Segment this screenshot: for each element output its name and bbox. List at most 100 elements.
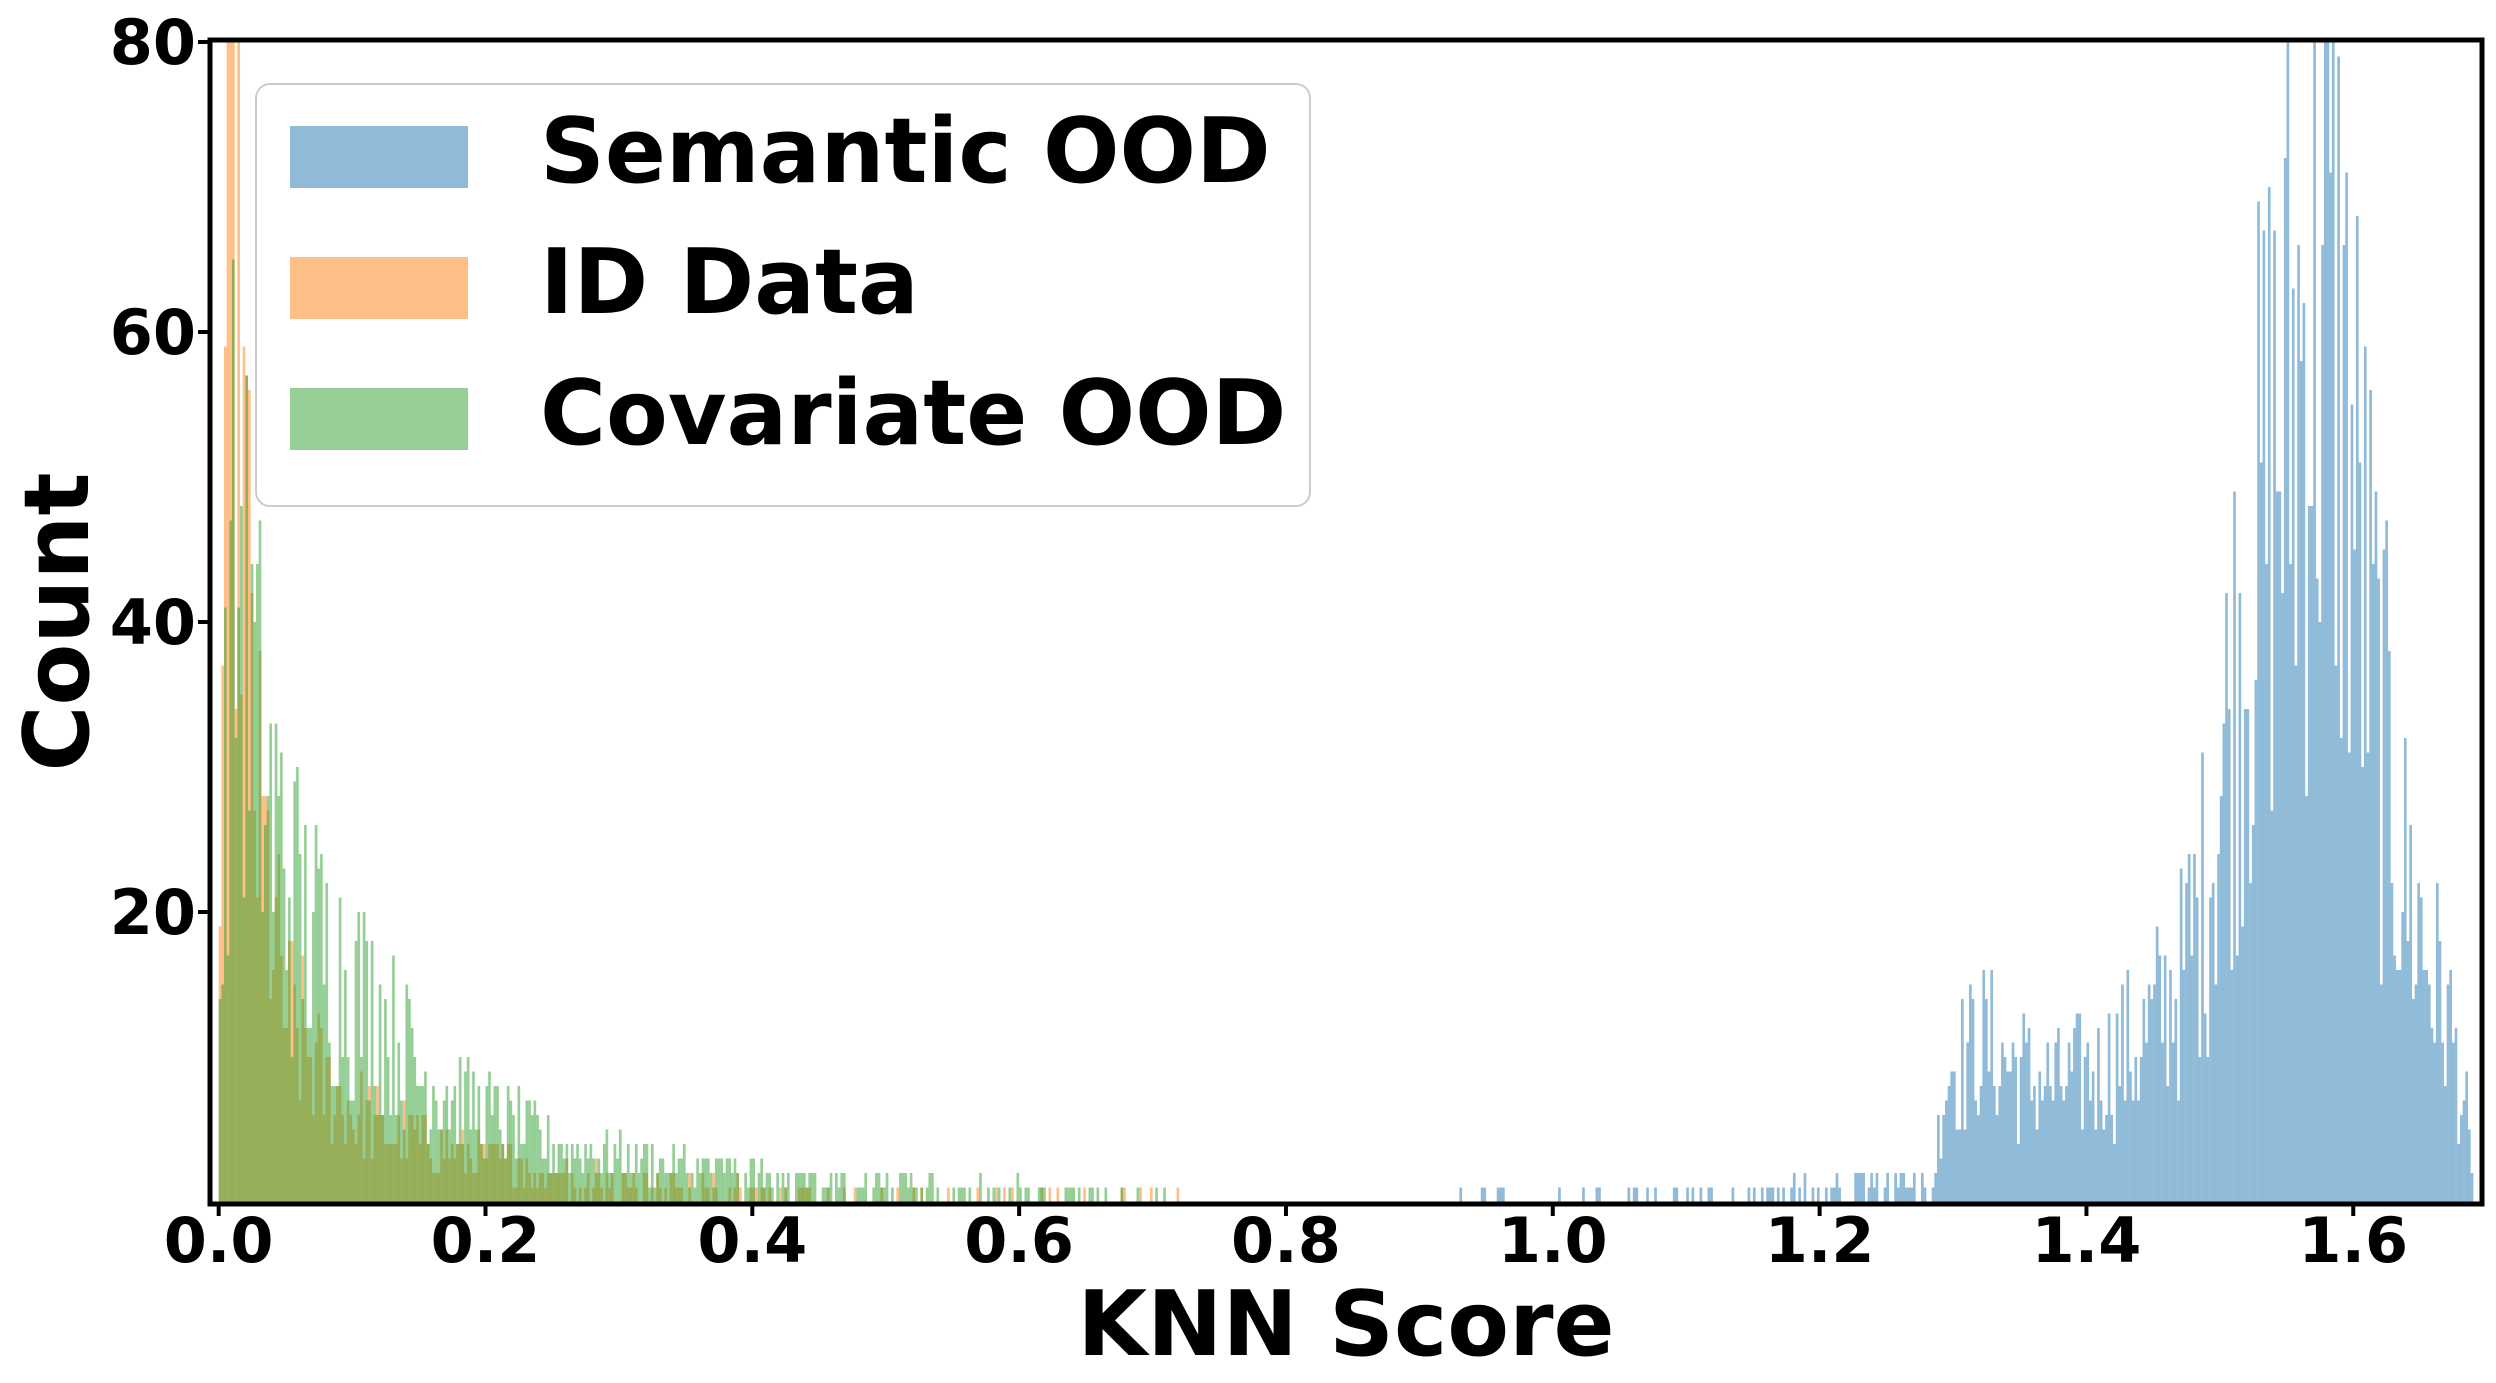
histogram-bar [576,1144,579,1202]
histogram-bar [864,1173,868,1202]
histogram-bar [795,1173,798,1202]
histogram-bar [234,738,238,1202]
histogram-bar [557,1144,561,1202]
histogram-bar [562,1158,566,1202]
histogram-bar [779,1187,782,1202]
histogram-bar [1037,1187,1041,1202]
histogram-bar [2403,738,2407,1202]
histogram-bar [1104,1187,1108,1202]
histogram-bar [1896,1187,1900,1202]
histogram-bar [466,1057,470,1202]
histogram-bar [362,912,366,1202]
histogram-bar [552,1144,555,1202]
histogram-bar [632,1173,635,1202]
histogram-bar [843,1173,846,1202]
histogram-bar [730,1173,734,1202]
histogram-bar [496,1086,499,1202]
histogram-bar [824,1187,828,1202]
histogram-bar [650,1144,654,1202]
histogram-bar [2193,854,2196,1202]
histogram-bar [432,1086,435,1202]
histogram-bar [2406,941,2410,1202]
histogram-bar [1859,1173,1863,1202]
histogram-bar [947,1187,950,1202]
histogram-bar [1731,1187,1735,1202]
histogram-bar [2387,651,2391,1202]
histogram-bar [706,1158,710,1202]
histogram-bar [592,1158,595,1202]
histogram-bar [240,506,243,1202]
histogram-bar [1016,1173,1020,1202]
histogram-bar [1798,1187,1801,1202]
histogram-bar [2427,984,2431,1202]
histogram-bar [992,1187,996,1202]
histogram-bar [554,1173,558,1202]
histogram-bar [2267,187,2271,1202]
histogram-bar [1155,1187,1158,1202]
histogram-bar [925,1187,929,1202]
histogram-bar [594,1173,598,1202]
histogram-bar [597,1158,601,1202]
histogram-bar [624,1173,627,1202]
histogram-bar [1083,1187,1086,1202]
histogram-bar [333,1086,337,1202]
histogram-bar [2190,955,2194,1202]
histogram-bar [640,1158,643,1202]
histogram-bar [907,1187,910,1202]
histogram-bar [373,1086,377,1202]
histogram-bar [2011,1042,2015,1202]
histogram-bar [274,723,278,1202]
histogram-bar [394,1115,398,1202]
histogram-bar [392,955,395,1202]
histogram-bar [2078,1013,2082,1202]
histogram-bar [704,1158,707,1202]
histogram-bar [464,1071,467,1202]
histogram-bar [2134,1057,2138,1202]
histogram-bar [1760,1187,1764,1202]
histogram-bar [298,854,302,1202]
histogram-bar [2046,1042,2050,1202]
histogram-bar [312,912,315,1202]
histogram-bar [2435,883,2439,1202]
histogram-bar [1995,1115,1999,1202]
histogram-bar [1091,1187,1094,1202]
histogram-bar [397,1042,401,1202]
x-tick-label: 0.2 [431,1204,541,1277]
histogram-bar [2105,1115,2108,1202]
histogram-bar [2355,216,2359,1202]
histogram-bar [322,984,326,1202]
histogram-bar [1824,1187,1828,1202]
histogram-bar [237,607,241,1202]
histogram-bar [1870,1173,1873,1202]
histogram-bar [653,1187,657,1202]
histogram-bar [573,1158,577,1202]
histogram-bar [2022,1013,2026,1202]
histogram-bar [1955,1129,1959,1202]
histogram-bar [2126,970,2130,1202]
histogram-bar [1077,1187,1081,1202]
histogram-bar [2278,491,2282,1202]
histogram-bar [2131,1100,2135,1202]
histogram-bar [589,1144,593,1202]
histogram-bar [1496,1187,1500,1202]
histogram-bar [2443,1086,2447,1202]
histogram-bar [784,1187,788,1202]
histogram-bar [2219,796,2223,1202]
histogram-bar [1139,1187,1142,1202]
histogram-bar [2454,1028,2458,1202]
histogram-bar [2353,549,2356,1202]
histogram-bar [325,883,329,1202]
x-tick-label: 0.8 [1231,1204,1341,1277]
histogram-bar [493,1086,497,1202]
histogram-bar [2318,622,2322,1202]
histogram-bar [634,1144,638,1202]
histogram-bar [1040,1187,1044,1202]
histogram-bar [472,1071,475,1202]
histogram-bar [1686,1187,1689,1202]
histogram-bar [418,1086,422,1202]
histogram-bar [645,1144,649,1202]
histogram-bar [504,1158,507,1202]
histogram-bar [1856,1173,1860,1202]
histogram-bar [1862,1173,1865,1202]
histogram-bar [2315,578,2319,1202]
